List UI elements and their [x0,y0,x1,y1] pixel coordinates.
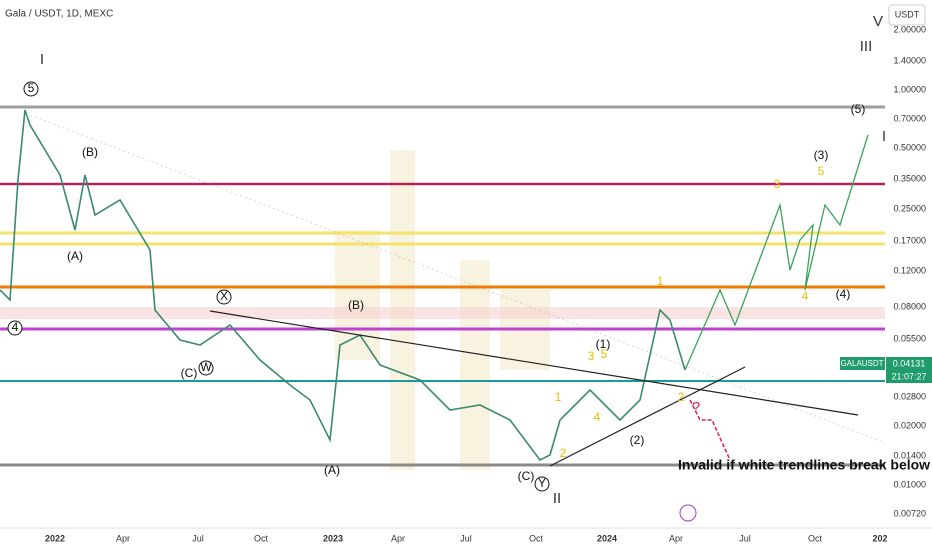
wave-circle [23,81,39,97]
time-axis-label: 2024 [597,533,617,543]
projection-path [684,134,869,371]
wave-label: 5 [601,347,608,361]
price-axis [885,0,932,528]
wave-label: (B) [348,298,364,312]
event-icon[interactable] [679,504,697,522]
wave-label: I [40,51,44,68]
time-axis-label: Oct [254,533,269,543]
wave-label: 2 [560,446,567,460]
wave-label: 3 [774,177,781,191]
time-axis-label: Jul [192,533,204,543]
faint-trendline [29,114,931,461]
wave-label: 1 [657,274,664,288]
wave-label: V [873,13,883,30]
symbol-tag-label: GALAUSDT [840,359,883,368]
wave-label: I [882,128,886,145]
wave-label: (C) [518,469,535,483]
price-axis-label: 0.08000 [893,301,926,311]
wave-label: 5 [818,164,825,178]
time-axis-label: Oct [808,533,823,543]
levels [0,105,885,467]
wave-circle [534,476,550,492]
time-axis-label: 2022 [45,533,65,543]
wave-label: (3) [814,148,829,162]
wave-label: (A) [324,463,340,477]
wave-label: II [553,490,561,507]
wave-label: 4 [12,320,19,334]
price-axis-label: 0.05500 [893,333,926,343]
price-axis-label: 0.25000 [893,203,926,213]
price-tag-value: 0.04131 [893,358,926,368]
time-axis-label: Jul [739,533,751,543]
time-axis-label: 2023 [323,533,343,543]
price-axis-label: 0.12000 [893,265,926,275]
wave-label: (4) [836,287,851,301]
trendline [549,366,746,467]
price-axis-label: 2.00000 [893,24,926,34]
currency-label: USDT [895,9,920,19]
time-axis-label: Oct [529,533,544,543]
price-axis-label: 0.01000 [893,479,926,489]
price-axis-label: 0.02000 [893,420,926,430]
wave-label: Y [538,476,546,490]
price-tag [886,357,932,383]
symbol-title: Gala / USDT, 1D, MEXC [5,9,113,20]
wave-circle [216,289,232,305]
wave-label: 2 [678,390,685,404]
time-axis-label: Apr [391,533,405,543]
wave-label: 4 [594,410,601,424]
price-axis-label: 0.70000 [893,113,926,123]
wave-circle [198,360,214,376]
wave-label: 3 [588,349,595,363]
wave-label: (A) [67,249,83,263]
wave-label: (2) [630,433,645,447]
trendline [209,310,859,416]
wave-label: (5) [851,102,866,116]
wave-label: (1) [596,337,611,351]
wave-label: III [860,38,873,55]
wave-label: (C) [181,366,198,380]
wave-label: 4 [802,289,809,303]
time-axis-label: Apr [116,533,130,543]
price-tag-countdown: 21:07:27 [891,371,926,381]
price-axis-label: 0.00720 [893,508,926,518]
invalidation-note: Invalid if white trendlines break below [678,457,930,473]
wave-label: ? [692,399,700,416]
wave-label: 1 [555,390,562,404]
price-axis-label: 0.35000 [893,173,926,183]
price-axis-label: 0.50000 [893,142,926,152]
time-axis-label: Jul [460,533,472,543]
wave-circle [7,320,23,336]
price-axis-label: 0.02800 [893,391,926,401]
currency-button[interactable] [888,4,926,26]
time-axis-label: 202 [872,533,887,543]
price-axis-label: 0.17000 [893,235,926,245]
wave-label: W [200,360,212,374]
price-path [0,109,686,462]
invalid-path [689,399,731,461]
wave-label: (B) [82,145,98,159]
time-axis-label: Apr [669,533,683,543]
annotations: I 5 (B) (A) X (C) W (B) (A) (C) Y II 1 3… [7,13,930,522]
price-axis-label: 1.00000 [893,84,926,94]
symbol-tag [840,357,885,370]
wave-label: X [220,289,228,303]
wave-label: 5 [28,81,35,95]
price-axis-label: 1.40000 [893,55,926,65]
price-axis-label: 0.01400 [893,450,926,460]
